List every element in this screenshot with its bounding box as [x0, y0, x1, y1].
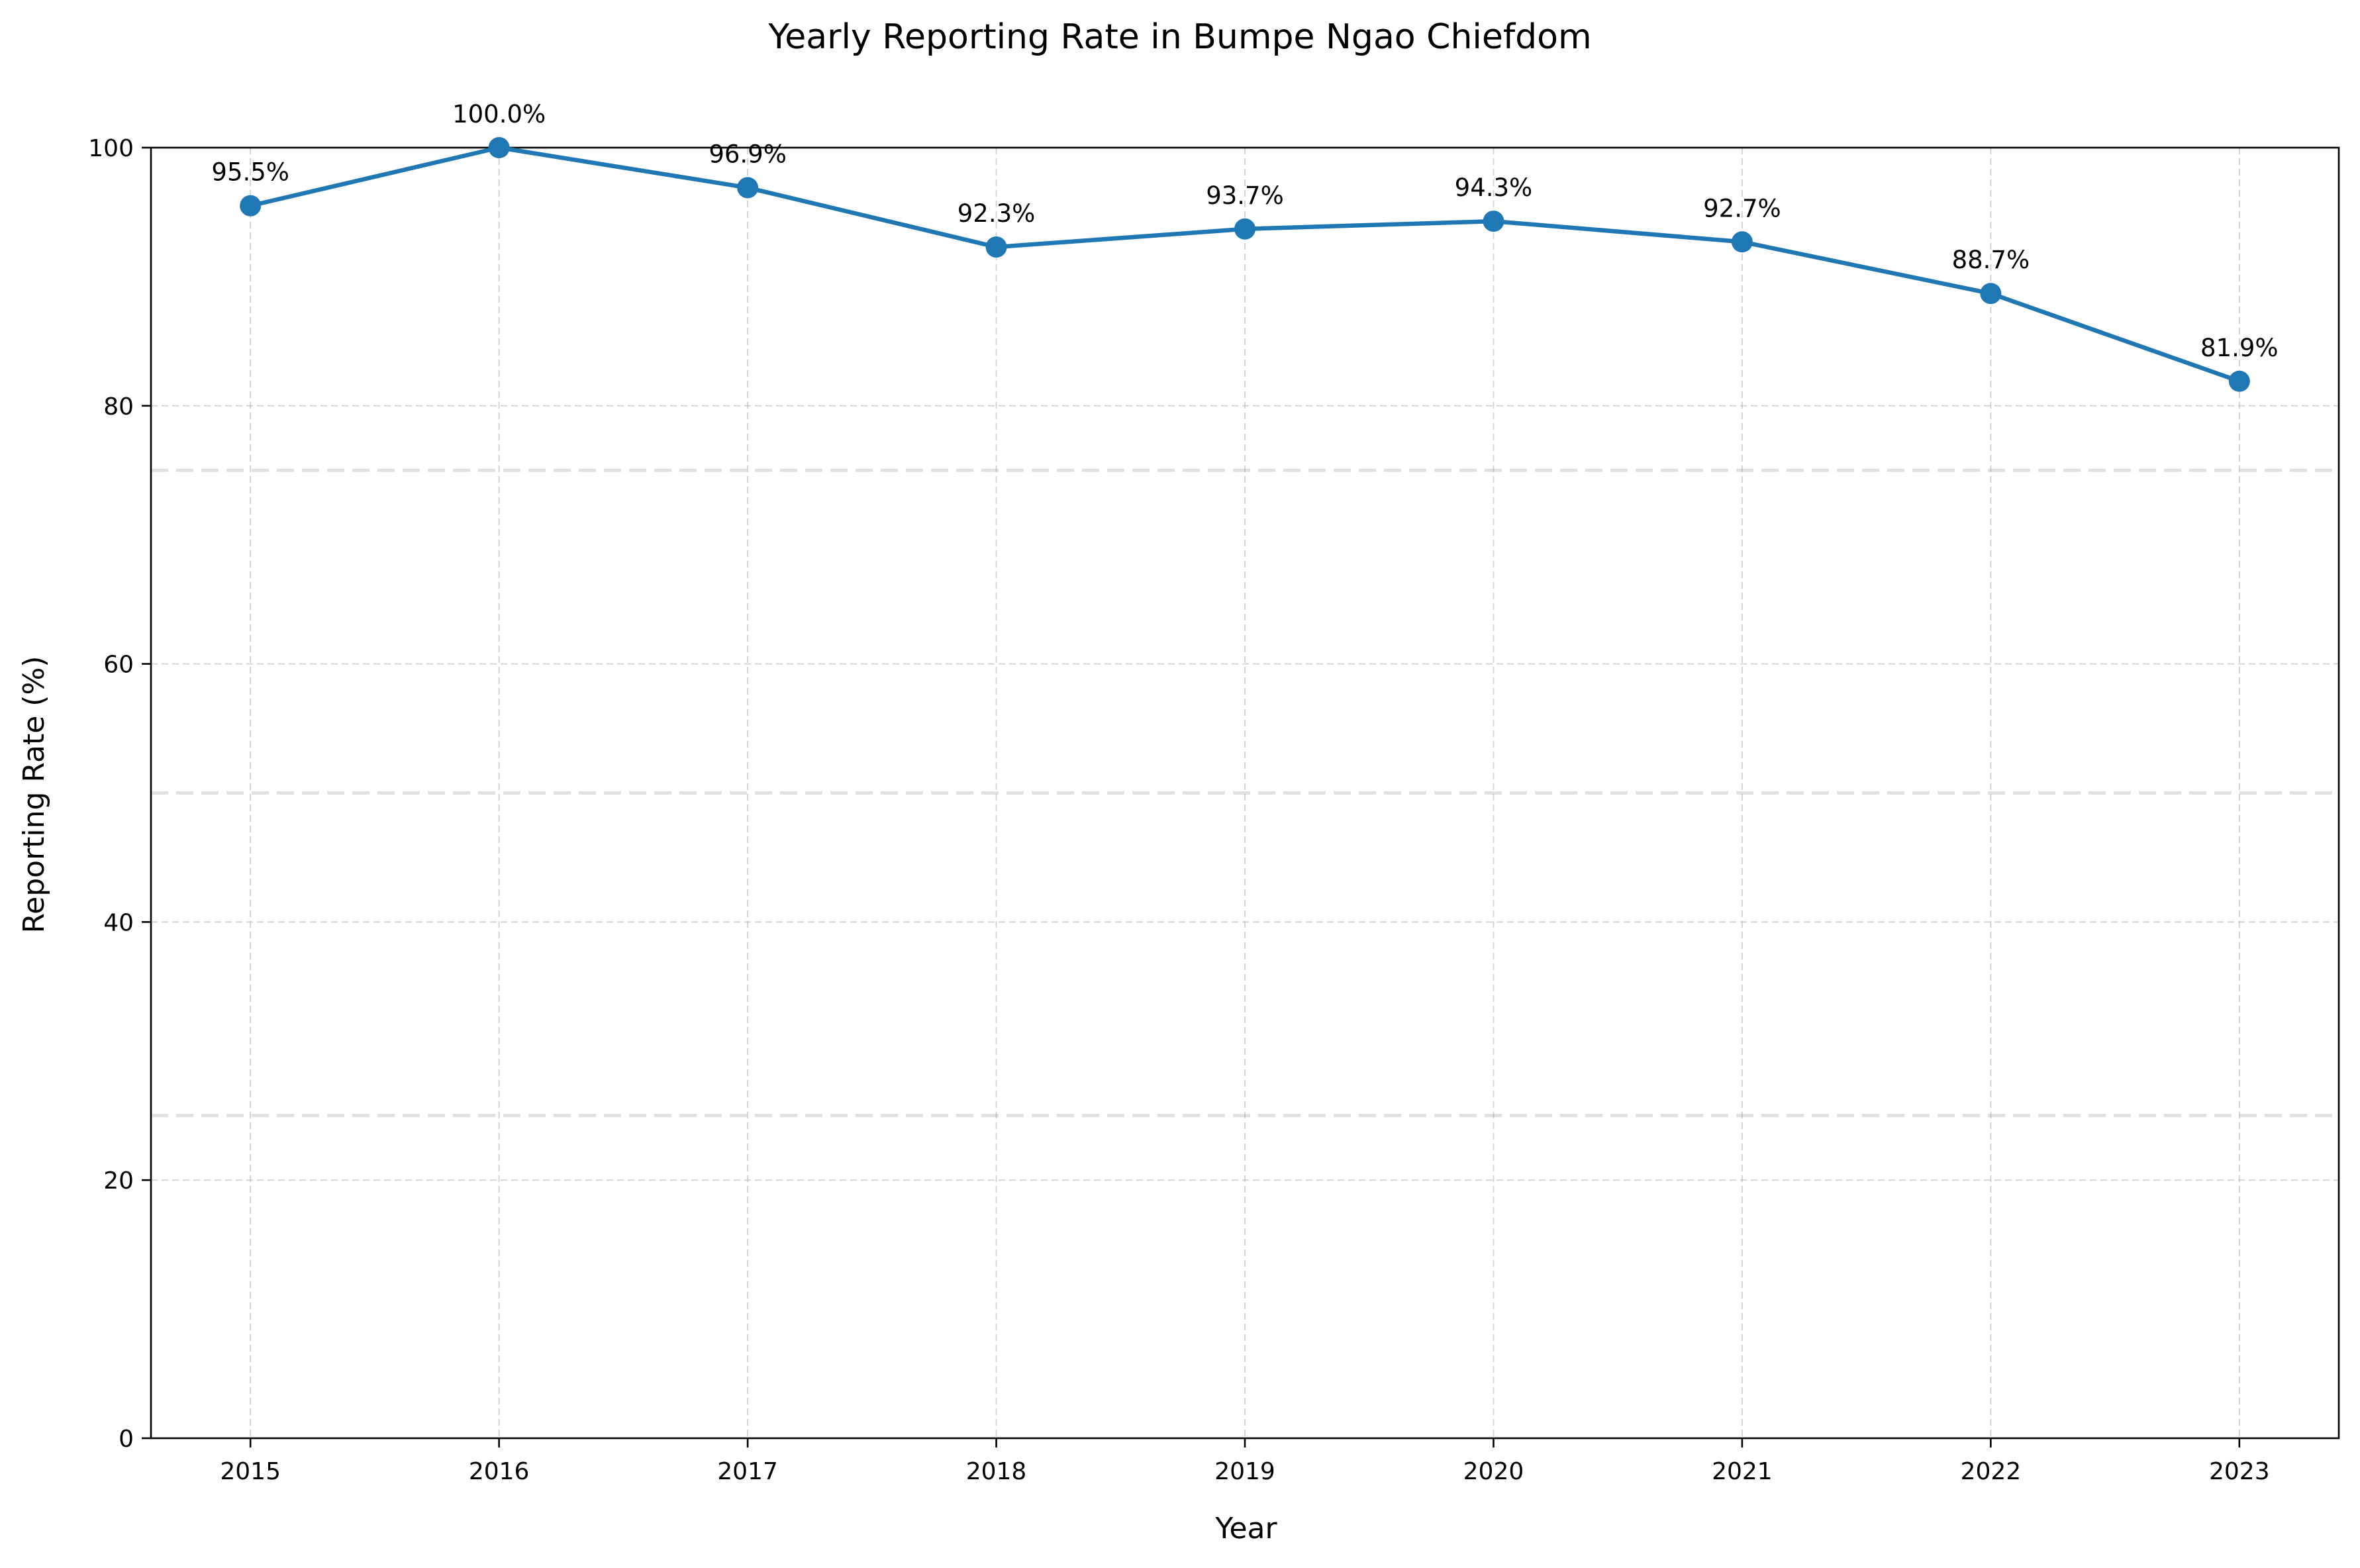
- data-point-marker: [1234, 218, 1255, 240]
- x-tick-label: 2022: [1961, 1458, 2022, 1485]
- data-point-marker: [240, 195, 262, 217]
- data-point-marker: [2228, 370, 2250, 392]
- x-tick-label: 2016: [469, 1458, 530, 1485]
- data-label: 93.7%: [1206, 181, 1284, 210]
- data-label: 92.7%: [1703, 194, 1781, 222]
- data-label: 95.5%: [211, 158, 289, 187]
- data-point-marker: [1483, 211, 1504, 232]
- data-point-marker: [488, 137, 510, 158]
- y-tick-label: 80: [103, 393, 134, 420]
- y-tick-label: 60: [103, 652, 134, 679]
- data-labels-layer: 95.5% 100.0% 96.9% 92.3% 93.7% 94.3% 92.7% 88.7…: [211, 100, 2278, 362]
- data-label: 92.3%: [958, 199, 1036, 228]
- chart-title: Yearly Reporting Rate in Bumpe Ngao Chie…: [767, 17, 1591, 57]
- data-label: 94.3%: [1455, 173, 1533, 202]
- reference-lines-layer: [151, 468, 2339, 1118]
- data-point-marker: [737, 177, 759, 199]
- x-tick-label: 2019: [1214, 1458, 1275, 1485]
- y-axis-title: Reporting Rate (%): [17, 656, 51, 934]
- y-tick-label: 100: [88, 135, 134, 162]
- data-point-marker: [1980, 283, 2002, 305]
- data-label: 100.0%: [452, 100, 546, 128]
- grid-layer: [151, 148, 2339, 1438]
- y-tick-label: 20: [103, 1167, 134, 1195]
- x-tick-label: 2020: [1463, 1458, 1524, 1485]
- series-layer: [240, 137, 2250, 392]
- x-tick-label: 2015: [220, 1458, 281, 1485]
- y-tick-label: 40: [103, 909, 134, 936]
- x-tick-label: 2018: [966, 1458, 1027, 1485]
- data-point-marker: [985, 236, 1007, 258]
- data-label: 81.9%: [2200, 334, 2279, 362]
- x-tick-label: 2021: [1712, 1458, 1773, 1485]
- data-label: 88.7%: [1952, 246, 2030, 274]
- x-tick-label: 2023: [2209, 1458, 2270, 1485]
- x-axis-title: Year: [1214, 1512, 1277, 1545]
- data-point-marker: [1731, 231, 1753, 253]
- x-tick-label: 2017: [717, 1458, 778, 1485]
- data-label: 96.9%: [709, 140, 787, 168]
- y-tick-label: 0: [119, 1426, 134, 1453]
- ticks-layer: 2015 2016 2017 2018 2019 2020 2021 2022 2023 0 20 4…: [88, 135, 2269, 1485]
